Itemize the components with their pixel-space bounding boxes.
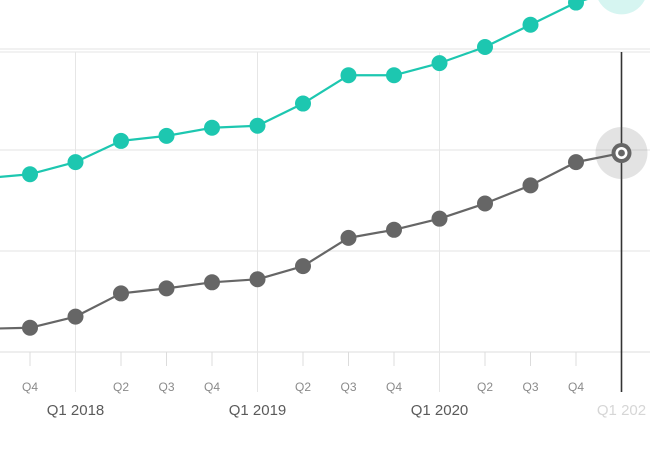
data-point: [295, 258, 311, 275]
data-point: [113, 285, 129, 302]
x-tick-label: Q1 2020: [411, 402, 469, 419]
data-point: [22, 319, 38, 336]
data-point: [158, 280, 175, 297]
data-point: [568, 154, 584, 171]
x-tick-label: Q2: [113, 380, 129, 394]
data-point: [67, 154, 84, 171]
data-point: [522, 177, 539, 194]
x-tick-label: Q3: [158, 380, 174, 394]
data-point: [477, 195, 493, 212]
data-point: [431, 210, 448, 227]
data-point: [522, 16, 539, 33]
series-group: [0, 0, 648, 336]
x-tick-label: Q4: [568, 380, 584, 394]
x-tick-label: Q2: [477, 380, 493, 394]
data-point: [204, 119, 220, 136]
data-point: [386, 221, 402, 238]
x-tick-label: Q1 2019: [229, 402, 287, 419]
x-tick-label: Q2: [295, 380, 311, 394]
x-axis: Q4 Q1 2018 Q2 Q3 Q4 Q1 2019 Q2 Q3 Q4 Q1 2020 Q2 Q3 Q…: [22, 380, 646, 419]
data-point: [568, 0, 584, 11]
data-point: [113, 132, 129, 149]
data-point: [67, 308, 84, 325]
data-point: [340, 229, 357, 246]
highlight-halo: [598, 0, 645, 15]
data-point: [477, 38, 493, 55]
x-tick-label: Q4: [204, 380, 220, 394]
data-point: [249, 117, 266, 134]
x-tick-label: Q1 2018: [47, 402, 105, 419]
data-point: [249, 271, 266, 288]
data-point: [431, 55, 448, 72]
x-tick-label: Q4: [386, 380, 402, 394]
x-tick-label: Q3: [522, 380, 538, 394]
data-point: [22, 166, 38, 183]
x-tick-label: Q3: [340, 380, 356, 394]
highlight-point-center: [618, 149, 625, 157]
data-point: [158, 127, 175, 144]
x-tick-label: Q4: [22, 380, 38, 394]
data-point: [295, 95, 311, 112]
data-point: [340, 67, 357, 84]
x-tick-label: Q1 202: [597, 402, 646, 419]
data-point: [204, 274, 220, 291]
data-point: [386, 67, 402, 84]
grid: [0, 48, 650, 392]
